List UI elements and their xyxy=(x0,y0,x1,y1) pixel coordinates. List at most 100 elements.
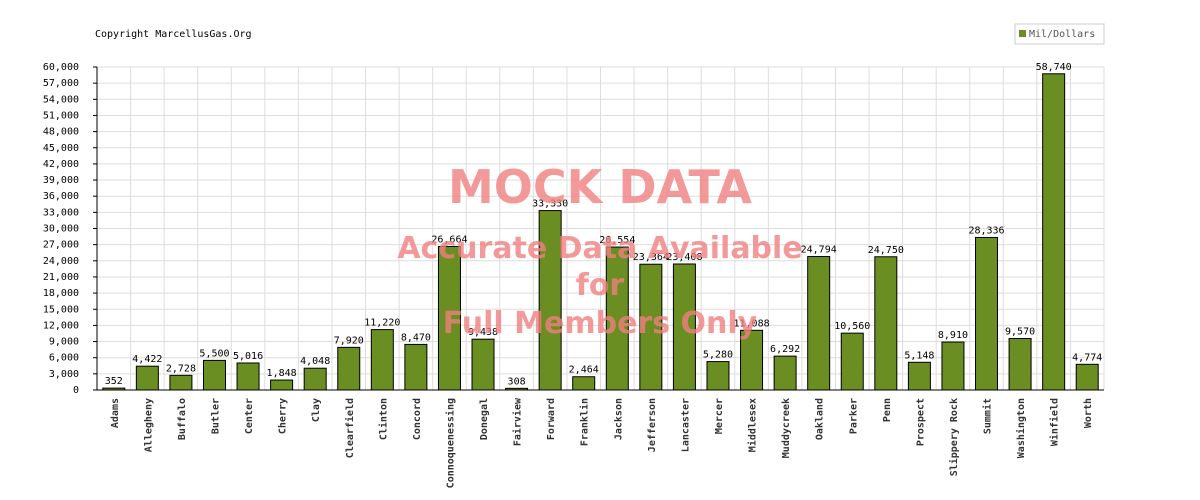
bar-value-label: 6,292 xyxy=(770,344,800,355)
y-tick-label: 45,000 xyxy=(43,143,79,154)
y-tick-label: 12,000 xyxy=(43,320,79,331)
bar-prospect xyxy=(907,361,931,391)
bar-jackson xyxy=(605,246,629,391)
x-tick-label: Forward xyxy=(546,398,557,440)
bar-muddycreek xyxy=(773,355,797,391)
y-tick-label: 39,000 xyxy=(43,175,79,186)
y-tick-label: 42,000 xyxy=(43,159,79,170)
bar-fairview xyxy=(505,387,529,391)
x-tick-label: Mercer xyxy=(714,398,725,434)
bar-value-label: 24,750 xyxy=(868,245,904,256)
bar-value-label: 33,330 xyxy=(532,199,568,210)
x-tick-label: Concord xyxy=(412,398,423,440)
bar-value-label: 4,422 xyxy=(132,354,162,365)
y-tick-label: 36,000 xyxy=(43,191,79,202)
y-tick-label: 54,000 xyxy=(43,94,79,105)
y-tick-label: 48,000 xyxy=(43,127,79,138)
x-tick-label: Muddycreek xyxy=(781,398,792,458)
bar-forward xyxy=(538,210,562,391)
bar-value-label: 5,500 xyxy=(199,348,229,359)
bar-value-label: 5,016 xyxy=(233,351,263,362)
bar-lancaster xyxy=(672,263,696,391)
y-tick-label: 51,000 xyxy=(43,110,79,121)
bar-parker xyxy=(840,332,864,391)
mock-data-watermark: MOCK DATA Accurate Data Available for Fu… xyxy=(397,160,802,341)
bar-allegheny xyxy=(135,365,159,391)
bar-value-label: 11,220 xyxy=(364,318,400,329)
x-tick-label: Winfield xyxy=(1049,398,1061,446)
y-tick-label: 3,000 xyxy=(49,369,79,380)
bar-slippery-rock xyxy=(941,341,965,391)
bar-summit xyxy=(975,236,999,391)
y-tick-label: 57,000 xyxy=(43,78,79,89)
bar-value-label: 28,336 xyxy=(968,225,1004,236)
bar-connoquenessing xyxy=(437,245,461,391)
watermark-line-4: Full Members Only xyxy=(443,306,758,341)
x-tick-label: Connoquenessing xyxy=(444,398,456,488)
bar-value-label: 4,048 xyxy=(300,356,330,367)
x-tick-label: Worth xyxy=(1083,398,1094,428)
x-tick-label: Clay xyxy=(311,398,322,422)
bar-center xyxy=(236,362,260,391)
y-tick-label: 18,000 xyxy=(43,288,79,299)
bar-clay xyxy=(303,367,327,391)
bar-adams xyxy=(102,387,126,391)
x-tick-label: Middlesex xyxy=(747,398,759,452)
bar-butler xyxy=(202,359,226,391)
watermark-line-1: MOCK DATA xyxy=(448,160,752,214)
y-axis: 0 3,000 6,000 9,000 12,000 15,000 18,000 21,000… xyxy=(43,62,1104,396)
bar-value-label: 1,848 xyxy=(267,368,297,379)
bar-washington xyxy=(1008,337,1032,391)
x-tick-label: Penn xyxy=(882,398,893,422)
x-tick-label: Oakland xyxy=(815,398,826,440)
bar-worth xyxy=(1075,363,1099,391)
bar-value-label: 10,560 xyxy=(834,321,870,332)
bar-winfield xyxy=(1042,73,1066,391)
x-tick-label: Washington xyxy=(1015,398,1027,458)
bar-concord xyxy=(404,343,428,391)
copyright-text: Copyright MarcellusGas.Org xyxy=(95,29,252,40)
y-tick-label: 15,000 xyxy=(43,304,79,315)
y-tick-label: 6,000 xyxy=(49,353,79,364)
bar-value-label: 26,664 xyxy=(431,234,467,245)
x-tick-label: Jefferson xyxy=(647,398,658,452)
x-tick-label: Clinton xyxy=(377,398,389,440)
y-tick-label: 30,000 xyxy=(43,224,79,235)
bar-value-label: 26,554 xyxy=(599,235,635,246)
x-tick-label: Jackson xyxy=(613,398,624,440)
bar-value-label: 2,464 xyxy=(569,365,599,376)
y-tick-label: 24,000 xyxy=(43,256,79,267)
bar-clinton xyxy=(370,329,394,391)
legend-label: Mil/Dollars xyxy=(1029,29,1095,40)
bar-value-label: 23,408 xyxy=(666,252,702,263)
x-tick-label: Allegheny xyxy=(143,398,154,452)
x-tick-label: Summit xyxy=(982,398,994,434)
y-tick-label: 33,000 xyxy=(43,207,79,218)
x-tick-label: Adams xyxy=(110,398,121,428)
bar-value-label: 352 xyxy=(105,376,123,387)
x-tick-label: Butler xyxy=(210,398,221,434)
bar-value-label: 9,570 xyxy=(1005,326,1035,337)
bar-oakland xyxy=(807,256,831,391)
bar-franklin xyxy=(572,376,596,391)
x-tick-label: Parker xyxy=(848,398,859,434)
bar-middlesex xyxy=(740,329,764,391)
y-tick-label: 60,000 xyxy=(43,62,79,73)
bar-jefferson xyxy=(639,263,663,391)
y-tick-label: 9,000 xyxy=(49,337,79,348)
x-tick-label: Cherry xyxy=(278,398,289,434)
bar-value-label: 7,920 xyxy=(334,335,364,346)
x-axis-labels: Adams Allegheny Buffalo Butler Center Cherry C… xyxy=(110,397,1094,488)
y-tick-label: 27,000 xyxy=(43,240,79,251)
bar-cherry xyxy=(270,379,294,391)
bar-value-label: 2,728 xyxy=(166,363,196,374)
bar-value-label: 9,438 xyxy=(468,327,498,338)
watermark-line-2: Accurate Data Available xyxy=(397,231,802,266)
bar-penn xyxy=(874,256,898,391)
watermark-line-3: for xyxy=(576,268,625,303)
x-tick-label: Clearfield xyxy=(344,398,356,458)
x-tick-label: Prospect xyxy=(915,398,926,446)
x-tick-label: Lancaster xyxy=(680,398,691,452)
y-tick-label: 0 xyxy=(73,385,79,396)
